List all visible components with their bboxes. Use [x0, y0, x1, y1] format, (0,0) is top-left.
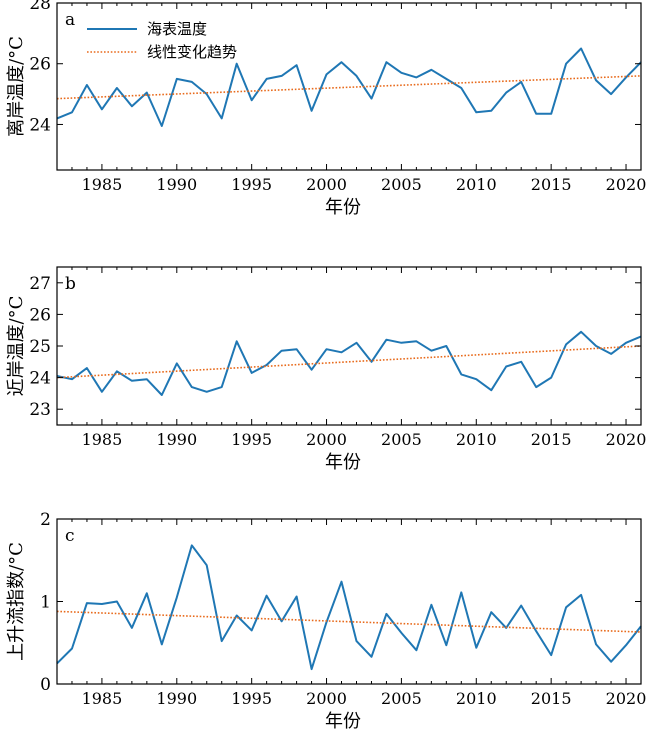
legend-label: 海表温度: [147, 20, 207, 38]
y-tick-label: 1: [40, 593, 51, 613]
trend-line: [56, 345, 642, 379]
y-tick-label: 0: [40, 675, 51, 695]
legend-label: 线性变化趋势: [147, 43, 237, 61]
x-tick-label: 2020: [606, 689, 647, 708]
x-tick-label: 2000: [306, 175, 347, 194]
x-tick-label: 2005: [381, 175, 422, 194]
x-tick-label: 1995: [231, 175, 272, 194]
x-axis-label: 年份: [325, 197, 361, 218]
panel-b: 1985 1990 1995 2000 2005 2010 2015 2020 23 24 25 26…: [6, 266, 647, 473]
x-tick-label: 1995: [231, 430, 272, 449]
y-tick-label: 24: [29, 115, 51, 135]
y-axis-label: 离岸温度/°C: [6, 36, 27, 137]
panel-a: 1985 1990 1995 2000 2005 2010 2015 2020 24 26 28 a 年…: [6, 0, 646, 218]
trend-line: [56, 610, 642, 633]
y-tick-label: 26: [29, 305, 51, 325]
x-tick-label: 2015: [531, 175, 572, 194]
panel-label: c: [65, 526, 75, 546]
plot-frame: [56, 266, 642, 426]
x-tick-label: 1985: [82, 689, 123, 708]
x-tick-label: 2015: [531, 430, 572, 449]
x-tick-label: 2005: [381, 689, 422, 708]
panel-label: b: [65, 274, 76, 294]
sst-series-line: [56, 47, 642, 127]
plot-frame: [56, 518, 642, 685]
x-tick-label: 1985: [82, 430, 123, 449]
x-tick-label: 1985: [82, 175, 123, 194]
plot-frame: [56, 2, 642, 171]
panel-c: 1985 1990 1995 2000 2005 2010 2015 2020 0 1 2c 年份 上升…: [6, 510, 646, 732]
x-tick-label: 2000: [306, 689, 347, 708]
y-tick-label: 2: [40, 510, 51, 530]
y-tick-label: 23: [29, 400, 51, 420]
x-tick-label: 2020: [606, 430, 647, 449]
x-tick-label: 2010: [456, 430, 497, 449]
x-tick-label: 1990: [156, 175, 197, 194]
sst-series-line: [56, 544, 642, 671]
y-tick-label: 26: [29, 55, 51, 75]
x-tick-label: 2010: [456, 175, 497, 194]
x-axis-label: 年份: [325, 711, 361, 732]
x-tick-label: 1990: [156, 689, 197, 708]
x-axis-label: 年份: [325, 452, 361, 473]
x-tick-label: 2000: [306, 430, 347, 449]
x-tick-label: 1990: [156, 430, 197, 449]
y-axis-label: 近岸温度/°C: [6, 296, 27, 397]
y-tick-label: 24: [29, 369, 51, 389]
y-axis-label: 上升流指数/°C: [6, 542, 27, 661]
x-tick-label: 2010: [456, 689, 497, 708]
y-tick-label: 27: [29, 274, 51, 294]
y-tick-label: 25: [29, 337, 51, 357]
sst-series-line: [56, 330, 642, 396]
x-tick-label: 2005: [381, 430, 422, 449]
y-tick-label: 28: [29, 0, 51, 14]
trend-line: [56, 75, 642, 100]
x-tick-label: 2020: [606, 175, 647, 194]
x-tick-label: 2015: [531, 689, 572, 708]
panel-label: a: [65, 10, 75, 30]
x-tick-label: 1995: [231, 689, 272, 708]
